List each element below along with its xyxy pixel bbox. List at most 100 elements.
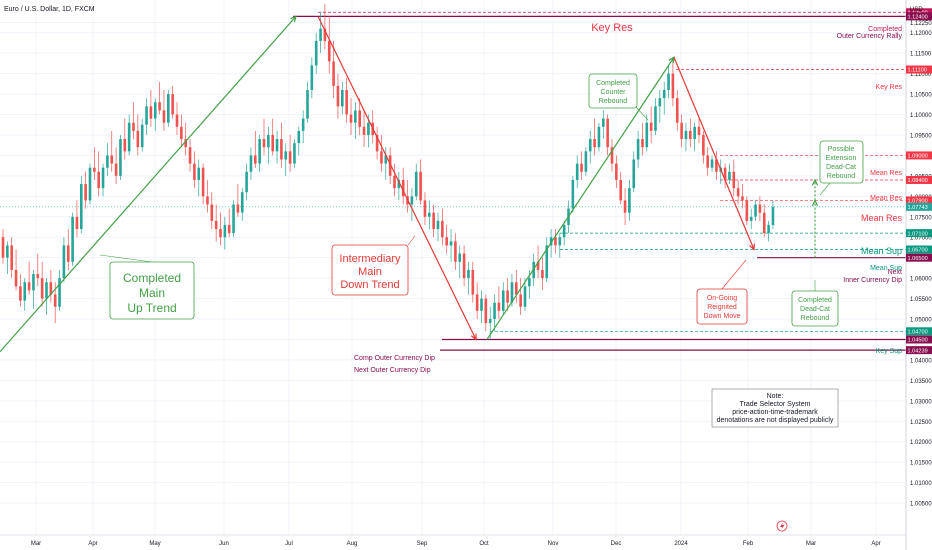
label-comp-outer-currency-dip: Comp Outer Currency Dip — [354, 355, 435, 362]
lightning-icon — [780, 522, 785, 530]
candle-body — [562, 224, 566, 238]
candle-body — [458, 253, 462, 262]
candle-body — [388, 155, 392, 176]
callout-main-down-trend-line2: Main — [358, 266, 382, 278]
candle-body — [471, 269, 475, 295]
candle-body — [419, 171, 422, 201]
price-badge-label: 1.07743 — [908, 205, 928, 211]
candle-body — [732, 171, 736, 189]
callout-reignited-down-move-line3: Down Move — [704, 313, 741, 320]
candle-body — [93, 167, 96, 172]
candle-body — [319, 28, 322, 41]
callout-counter-rebound-line1: Completed — [596, 80, 630, 87]
candle-body — [771, 206, 775, 225]
label-completed: Completed — [868, 26, 902, 33]
candle-body — [715, 159, 718, 172]
note-box[interactable] — [711, 388, 839, 428]
candle-body — [153, 102, 157, 119]
candle-body — [362, 126, 366, 135]
price-tick-label: 1.05500 — [910, 297, 932, 303]
callout-possible-extension-line4: Rebound — [827, 173, 856, 180]
candle-body — [158, 102, 161, 111]
candle-body — [401, 179, 405, 197]
candle-body — [545, 245, 549, 279]
time-axis[interactable]: Mar Apr May Jun Jul Aug Sep Oct Nov Dec 2024 Feb Mar… — [31, 541, 881, 547]
callout-dead-cat-rebound-line2: Dead-Cat — [800, 306, 830, 313]
candle-body — [432, 212, 435, 230]
callout-leader-line — [721, 259, 747, 290]
price-badge — [906, 245, 932, 254]
callout-main-up-trend-line2: Main — [139, 286, 165, 300]
candle-body — [493, 302, 496, 320]
callout-counter-rebound-line2: Counter — [601, 89, 627, 96]
candle-body — [541, 269, 544, 279]
candle-body — [575, 163, 579, 180]
candle-body — [84, 184, 87, 201]
price-tick-label: 1.03000 — [910, 399, 932, 405]
time-tick-label: Sep — [417, 541, 428, 547]
candle-body — [280, 139, 283, 160]
candle-body — [327, 40, 331, 62]
callout-possible-extension-line2: Extension — [826, 155, 857, 162]
trendline-arrowhead — [811, 178, 819, 186]
callout-reignited-down-move[interactable] — [696, 288, 748, 325]
candle-body — [262, 139, 266, 148]
candle-body — [615, 163, 618, 180]
candle-body — [393, 175, 396, 189]
price-tick-label: 1.04000 — [910, 358, 932, 364]
candle-body — [40, 278, 44, 299]
price-badge — [906, 229, 932, 238]
time-tick-label: Feb — [743, 541, 754, 547]
candle-body — [689, 130, 692, 140]
trendline-arrowhead — [749, 243, 755, 251]
candle-body — [232, 204, 235, 234]
candle-body — [662, 89, 666, 99]
price-tick-label: 1.01000 — [910, 481, 932, 487]
candle-body — [667, 73, 670, 90]
note-line2: Trade Selector System — [740, 401, 811, 408]
candle-body — [1, 237, 5, 258]
candle-body — [758, 204, 762, 213]
candle-body — [240, 192, 244, 213]
candle-body — [741, 196, 744, 201]
callout-main-down-trend[interactable] — [331, 244, 409, 296]
candle-body — [171, 94, 174, 115]
candle-body — [671, 73, 675, 99]
candle-body — [284, 151, 288, 160]
candle-body — [45, 282, 48, 299]
callout-main-up-trend[interactable] — [109, 261, 195, 320]
candle-body — [449, 241, 453, 246]
candle-body — [119, 139, 122, 176]
candle-body — [145, 106, 148, 125]
label-mean-res-2: Mean Res — [870, 195, 902, 202]
callout-possible-extension-line3: Dead-Cat — [826, 164, 856, 171]
trendlines — [0, 15, 819, 353]
candle-body — [27, 282, 31, 291]
time-tick-label: Apr — [871, 541, 880, 547]
candle-body — [367, 122, 370, 135]
candle-body — [301, 118, 305, 131]
candle-body — [593, 139, 596, 148]
candle-body — [149, 106, 153, 119]
time-tick-label: Mar — [806, 541, 816, 547]
candle-body — [380, 151, 383, 164]
candle-body — [462, 253, 466, 279]
callout-possible-extension[interactable] — [819, 140, 864, 184]
time-tick-label: Aug — [347, 541, 358, 547]
price-levels — [0, 11, 906, 351]
callout-counter-rebound[interactable] — [588, 73, 638, 109]
price-badge — [906, 202, 932, 211]
candle-body — [523, 286, 527, 307]
candle-body — [19, 286, 22, 301]
candle-body — [132, 122, 135, 131]
symbol-title[interactable]: Euro / U.S. Dollar, 1D, FXCM — [4, 6, 95, 13]
candle-body — [80, 184, 83, 230]
price-tick-label: 1.10000 — [910, 113, 932, 119]
callout-counter-rebound-line3: Rebound — [599, 98, 628, 105]
candle-body — [6, 245, 9, 258]
candle-body — [441, 220, 444, 238]
callout-dead-cat-rebound[interactable] — [791, 290, 839, 327]
candle-body — [536, 261, 540, 270]
candle-body — [693, 126, 696, 140]
